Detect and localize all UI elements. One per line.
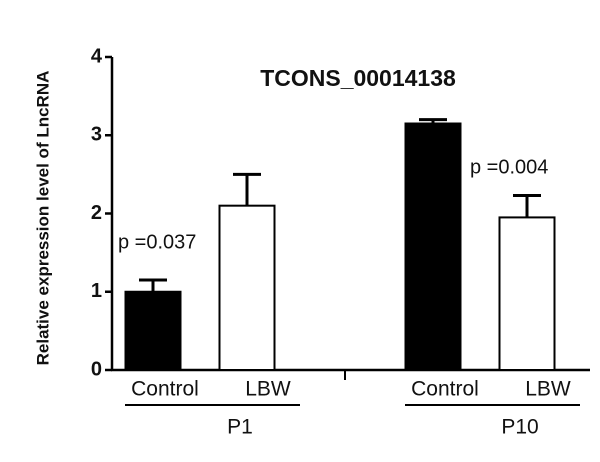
series-label: LBW: [525, 378, 571, 401]
annotation: p =0.037: [118, 231, 196, 253]
y-tick-label: 3: [91, 124, 102, 146]
y-tick-label: 0: [91, 358, 102, 380]
bar: [404, 122, 462, 371]
bar: [498, 216, 556, 371]
y-tick-label: 4: [91, 45, 103, 67]
x-category-label: P1: [227, 416, 253, 439]
series-label: Control: [411, 378, 479, 401]
bar: [124, 290, 182, 371]
y-tick-label: 1: [91, 280, 102, 302]
y-tick-label: 2: [91, 202, 102, 224]
bar: [218, 204, 276, 371]
series-label: LBW: [245, 378, 291, 401]
x-category-label: P10: [501, 416, 538, 439]
annotation: p =0.004: [470, 156, 548, 178]
series-label: Control: [131, 378, 199, 401]
y-axis-label: Relative expression level of LncRNA: [33, 71, 52, 366]
chart-title: TCONS_00014138: [260, 65, 456, 91]
